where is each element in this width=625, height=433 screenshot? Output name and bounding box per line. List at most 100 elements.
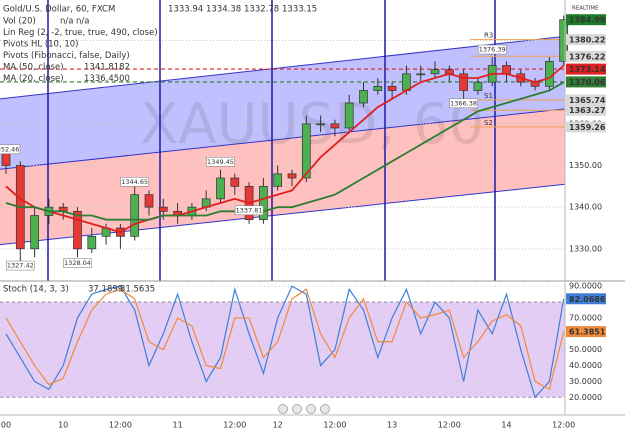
candle-body: [230, 177, 240, 187]
price-badge: [566, 34, 606, 46]
candle-body: [316, 123, 325, 126]
price-badge: [566, 14, 606, 26]
candle-body: [387, 85, 397, 91]
pivot-label-box: [449, 98, 478, 109]
candle-body: [87, 235, 97, 250]
x-tick-label: 12:00: [109, 421, 132, 430]
pivot-label: 1352.46: [0, 145, 19, 153]
legend-ohlc: 1333.94: [168, 5, 203, 15]
pivot-label: 1376.39: [479, 46, 506, 54]
y-tick-label: 20.0000: [569, 393, 602, 402]
pivot-name: S1: [484, 92, 493, 100]
y-tick-label: 40.0000: [569, 361, 602, 370]
price-badge-label: 1373.14: [569, 65, 606, 74]
x-tick-label: 13: [387, 421, 397, 430]
candle-body: [502, 65, 511, 75]
main-layer: R3R2S1S2: [0, 15, 569, 399]
realtime-status: REALTIME: [572, 6, 599, 12]
price-badge-label: 1384.99: [569, 16, 606, 25]
price-badge: [566, 326, 606, 338]
candle-body: [73, 210, 82, 250]
candle-body: [144, 194, 154, 208]
legend-ohlc: 1333.15: [282, 5, 317, 15]
stoch-legend-value: 37.1899: [88, 285, 123, 295]
pivot-name: S2: [484, 119, 493, 127]
y-tick-label: 50.0000: [569, 345, 602, 354]
price-badge-label: 1365.74: [569, 96, 606, 105]
stoch-line: [5, 288, 565, 391]
candle-body: [359, 90, 368, 104]
x-tick-label: 12:00: [223, 421, 246, 430]
x-tick-label: 12:00: [438, 421, 461, 430]
zoom-button[interactable]: [292, 404, 302, 414]
candle-body: [344, 102, 354, 129]
legend-ohlc: 1332.78: [244, 5, 279, 15]
pivot-label: 1344.65: [121, 178, 148, 186]
candle-body: [459, 73, 468, 91]
stoch-title: Stoch (14, 3, 3): [3, 285, 69, 295]
y-tick-label: 1340.00: [569, 203, 602, 212]
pivot-label: 1327.42: [7, 262, 34, 270]
candle-body: [416, 73, 426, 76]
pivot-label: 1349.45: [207, 158, 234, 166]
candle-body: [259, 185, 268, 221]
zoom-button[interactable]: [320, 404, 330, 414]
candle-body: [301, 123, 311, 179]
legend-indicator-value: n/a: [60, 17, 73, 27]
price-badge: [566, 76, 606, 88]
price-badge-label: 1359.26: [569, 123, 606, 132]
x-tick-label: 12:00: [552, 421, 575, 430]
channel-line: [0, 108, 566, 170]
price-badge-label: 82.0686: [569, 295, 606, 304]
price-badge: [566, 121, 606, 133]
pivot-name: R3: [484, 32, 493, 40]
candle-body: [30, 215, 39, 250]
x-tick-label: 11: [173, 421, 183, 430]
legend-indicator: Vol (20): [3, 17, 36, 27]
legend-title: Gold/U.S. Dollar, 60, FXCM: [3, 5, 115, 15]
x-tick-label: 10: [58, 421, 68, 430]
watermark: XAUUSD, 60: [140, 92, 484, 157]
zoom-button[interactable]: [278, 404, 288, 414]
pivot-label-box: [0, 144, 21, 155]
price-badge-label: 1363.27: [569, 106, 605, 115]
price-badge: [566, 104, 606, 116]
candle-body: [287, 173, 297, 179]
moving-average: [5, 81, 565, 221]
price-badge: [566, 50, 606, 62]
stoch-legend-value: 31.5635: [120, 285, 155, 295]
legend-ohlc: 1334.38: [206, 5, 241, 15]
legend-indicator: Lin Reg (2, -2, true, true, 490, close): [3, 28, 158, 38]
candle-body: [130, 194, 140, 237]
channel-line: [0, 183, 566, 246]
candle-body: [273, 173, 283, 187]
pivot-label: 1328.04: [64, 259, 91, 267]
price-badge-label: 1380.22: [569, 36, 605, 45]
legend-indicator-value: n/a: [76, 17, 89, 27]
x-tick-label: 12:00: [323, 421, 346, 430]
pivot-label: 1337.81: [236, 206, 263, 214]
legend-indicator-value: 1336.4500: [84, 74, 130, 84]
legend-indicator: Pivots (Fibonacci, false, Daily): [3, 51, 130, 61]
pivot-label-box: [6, 260, 35, 271]
x-tick-label: 00: [1, 421, 11, 430]
candle-body: [430, 69, 440, 75]
candle-body: [1, 152, 11, 166]
price-badge-label: 1376.22: [569, 52, 605, 61]
y-tick-label: 1330.00: [569, 244, 602, 253]
pivot-label-box: [206, 156, 235, 167]
price-badge-label: 61.3851: [569, 328, 606, 337]
channel-line: [0, 35, 566, 100]
zoom-button[interactable]: [306, 404, 316, 414]
candle-body: [158, 206, 168, 212]
pivot-label-box: [63, 258, 92, 268]
pivot-label-box: [120, 176, 149, 187]
candle-body: [473, 81, 483, 91]
zoom-buttons[interactable]: [278, 404, 330, 414]
pivot-label-box: [477, 44, 507, 55]
y-tick-label: 1350.00: [569, 161, 602, 170]
legend-indicator: MA (20, close): [3, 74, 64, 84]
price-badge: [566, 293, 606, 305]
